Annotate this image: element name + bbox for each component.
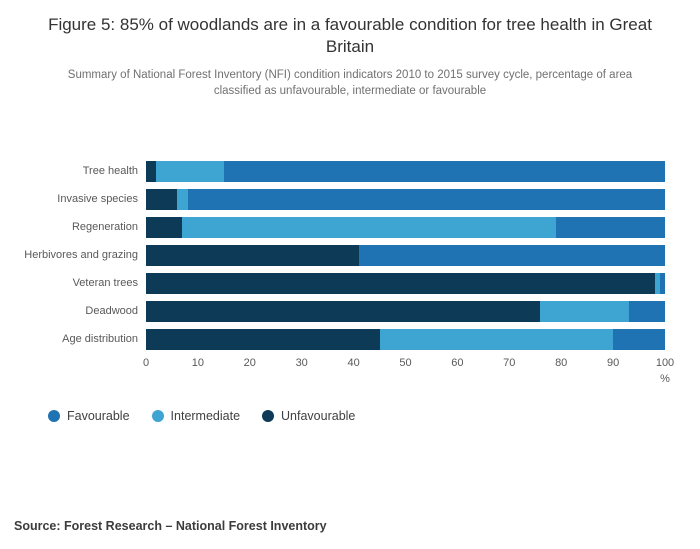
stacked-bar xyxy=(146,244,665,266)
category-label: Tree health xyxy=(82,165,138,178)
favourable-swatch-icon xyxy=(48,410,60,423)
category-label: Invasive species xyxy=(57,193,138,206)
bar-segment-intermediate xyxy=(182,216,556,238)
bar-segment-intermediate xyxy=(177,188,188,210)
bar-segment-unfavourable xyxy=(146,188,178,210)
stacked-bar xyxy=(146,272,665,294)
bar-segment-favourable xyxy=(628,300,665,322)
chart-rows: Tree health Invasive species Regeneration H… xyxy=(0,157,700,353)
x-axis-unit-label: % xyxy=(660,373,670,386)
category-label: Regeneration xyxy=(71,221,138,234)
bar-segment-unfavourable xyxy=(146,160,157,182)
chart-subtitle: Summary of National Forest Inventory (NF… xyxy=(67,69,633,98)
stacked-bar xyxy=(146,216,665,238)
legend-item-favourable: Favourable xyxy=(48,409,130,423)
bar-segment-favourable xyxy=(187,188,665,210)
intermediate-swatch-icon xyxy=(151,410,164,423)
stacked-bar xyxy=(146,328,665,350)
chart-row: Tree health xyxy=(0,157,700,185)
bar-segment-favourable xyxy=(613,328,665,350)
x-axis-tick: 80 xyxy=(555,357,568,370)
unfavourable-swatch-icon xyxy=(262,410,275,423)
chart-row: Regeneration xyxy=(0,213,700,241)
x-axis-tick: 50 xyxy=(399,357,412,370)
stacked-bar xyxy=(146,188,665,210)
bar-segment-favourable xyxy=(223,160,665,182)
bar-segment-intermediate xyxy=(540,300,629,322)
category-label: Deadwood xyxy=(85,305,138,318)
source-attribution: Source: Forest Research – National Fores… xyxy=(14,519,327,533)
x-axis-tick: 30 xyxy=(295,357,308,370)
bar-segment-favourable xyxy=(659,272,665,294)
chart-row: Deadwood xyxy=(0,297,700,325)
x-axis-tick: 70 xyxy=(503,357,516,370)
stacked-bar xyxy=(146,160,665,182)
chart-title: Figure 5: 85% of woodlands are in a favo… xyxy=(48,15,652,57)
bar-segment-unfavourable xyxy=(146,300,541,322)
x-axis: % 0 10 20 30 40 50 60 70 80 90 100 xyxy=(142,357,674,391)
bar-segment-unfavourable xyxy=(146,328,380,350)
legend-label: Favourable xyxy=(67,409,130,424)
chart-row: Invasive species xyxy=(0,185,700,213)
category-label: Veteran trees xyxy=(72,277,138,290)
bar-segment-unfavourable xyxy=(146,216,183,238)
bar-segment-favourable xyxy=(358,244,665,266)
bar-segment-favourable xyxy=(556,216,665,238)
chart-row: Herbivores and grazing xyxy=(0,241,700,269)
x-axis-tick: 0 xyxy=(142,357,150,370)
bar-segment-intermediate xyxy=(654,272,660,294)
x-axis-tick: 40 xyxy=(347,357,360,370)
x-axis-tick: 100 xyxy=(655,357,675,370)
legend-label: Intermediate xyxy=(170,409,241,424)
x-axis-tick: 90 xyxy=(606,357,620,370)
chart-row: Veteran trees xyxy=(0,269,700,297)
chart-row: Age distribution xyxy=(0,325,700,353)
legend-item-intermediate: Intermediate xyxy=(151,409,241,424)
x-axis-tick: 10 xyxy=(191,357,205,370)
x-axis-tick: 20 xyxy=(243,357,256,370)
legend-label: Unfavourable xyxy=(281,409,356,424)
bar-segment-unfavourable xyxy=(146,272,655,294)
category-label: Herbivores and grazing xyxy=(24,249,138,262)
stacked-bar xyxy=(146,300,665,322)
legend-item-unfavourable: Unfavourable xyxy=(262,409,355,423)
bar-segment-unfavourable xyxy=(146,244,359,266)
bar-segment-intermediate xyxy=(156,160,224,182)
category-label: Age distribution xyxy=(62,333,138,346)
x-axis-tick: 60 xyxy=(451,357,464,370)
bar-segment-intermediate xyxy=(379,328,614,350)
stacked-bar-chart: Tree health Invasive species Regeneration H… xyxy=(0,157,700,391)
chart-legend: Favourable Intermediate Unfavourable xyxy=(48,409,700,423)
